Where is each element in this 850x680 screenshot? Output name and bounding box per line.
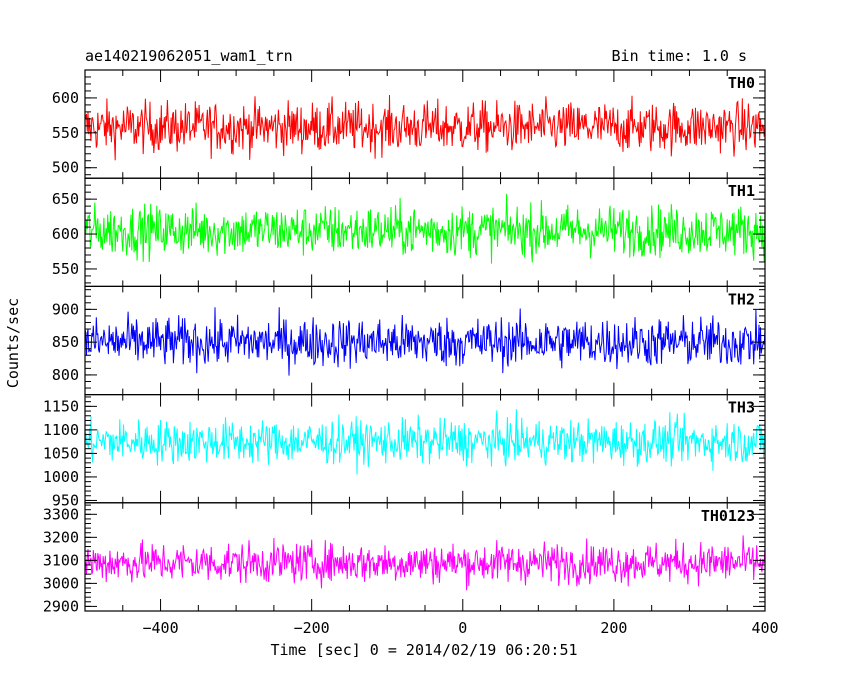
panel-label-th0: TH0 (728, 74, 755, 92)
y-tick-label: 3200 (43, 528, 79, 546)
x-tick-label: 400 (751, 619, 778, 637)
x-tick-label: 0 (458, 619, 467, 637)
x-tick-label: −400 (142, 619, 178, 637)
y-tick-label: 950 (52, 491, 79, 509)
panel-th0: 500 550 600 TH0 (52, 69, 766, 179)
panel-th3: 950 1000 1050 1100 1150 TH3 (43, 394, 766, 509)
y-tick-label: 650 (52, 190, 79, 208)
y-tick-label: 1100 (43, 421, 79, 439)
series-line-th3 (85, 409, 765, 475)
panels-group: 500 550 600 TH0 550 600 650 TH1 800 850 900 TH2 950 1… (43, 69, 766, 615)
y-tick-label: 1050 (43, 444, 79, 462)
panel-th2: 800 850 900 TH2 (52, 285, 766, 396)
panel-label-th0123: TH0123 (701, 507, 755, 525)
y-tick-label: 900 (52, 300, 79, 318)
x-tick-label: −200 (294, 619, 330, 637)
y-tick-label: 550 (52, 260, 79, 278)
y-tick-label: 2900 (43, 597, 79, 615)
bin-time-label: Bin time: 1.0 s (612, 47, 747, 65)
y-tick-label: 1150 (43, 397, 79, 415)
y-tick-label: 3300 (43, 505, 79, 523)
x-axis-label: Time [sec] 0 = 2014/02/19 06:20:51 (270, 641, 577, 659)
series-line-th0123 (85, 535, 765, 591)
series-line-th1 (85, 193, 765, 264)
series-line-th2 (85, 307, 765, 376)
chart-title: ae140219062051_wam1_trn (85, 47, 293, 65)
panel-label-th1: TH1 (728, 182, 755, 200)
y-tick-label: 600 (52, 89, 79, 107)
panel-label-th2: TH2 (728, 290, 755, 308)
series-line-th0 (85, 94, 765, 161)
y-tick-label: 500 (52, 159, 79, 177)
x-tick-label: 200 (600, 619, 627, 637)
y-tick-label: 850 (52, 333, 79, 351)
panel-th0123: 2900 3000 3100 3200 3300 TH0123 (43, 502, 766, 615)
y-tick-label: 600 (52, 225, 79, 243)
y-tick-label: 550 (52, 124, 79, 142)
x-tick-labels: −400 −200 0 200 400 (142, 619, 778, 637)
panel-th1: 550 600 650 TH1 (52, 177, 766, 287)
y-axis-label: Counts/sec (4, 298, 22, 388)
y-tick-label: 3000 (43, 574, 79, 592)
y-tick-label: 3100 (43, 551, 79, 569)
y-tick-label: 1000 (43, 468, 79, 486)
panel-label-th3: TH3 (728, 399, 755, 417)
y-tick-label: 800 (52, 366, 79, 384)
